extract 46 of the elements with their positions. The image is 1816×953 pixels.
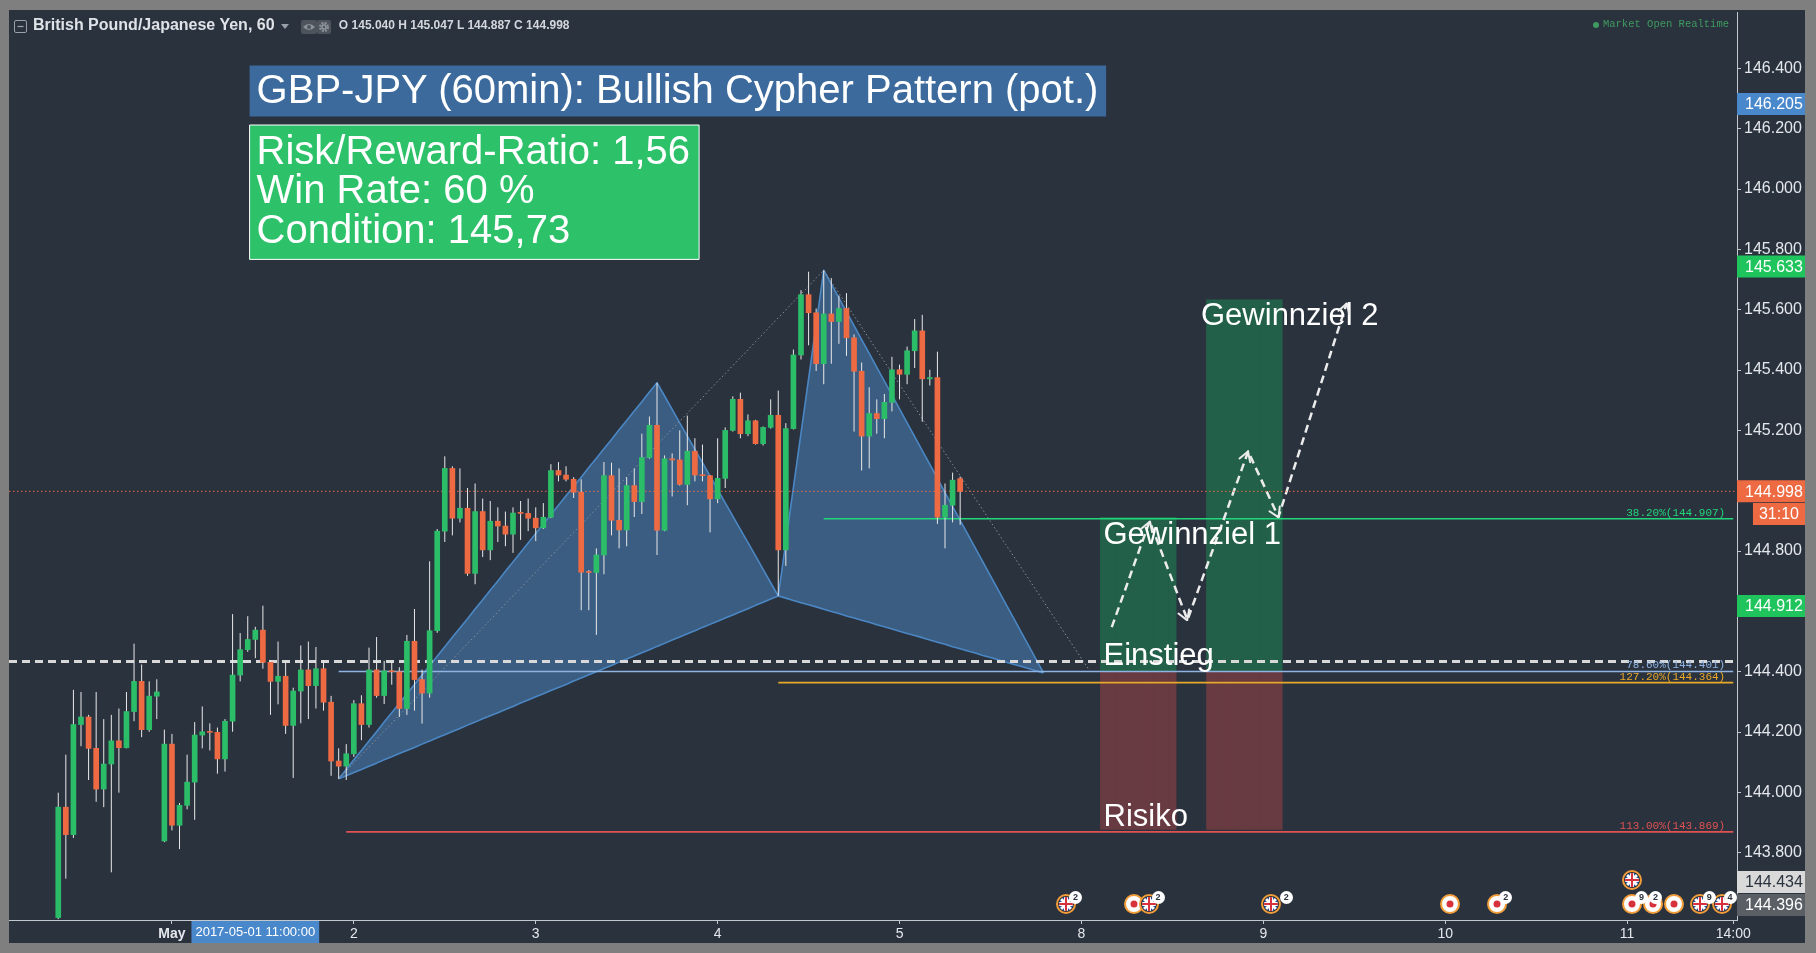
y-tick-label: 145.600 bbox=[1744, 300, 1802, 318]
annotation: 2 bbox=[1151, 891, 1165, 905]
text: 144.396 bbox=[1745, 896, 1803, 914]
annotation: Market Open Realtime bbox=[1602, 18, 1729, 31]
x-tick-label: 14:00 bbox=[1715, 925, 1751, 942]
annotation: O 145.040 H 145.047 L 144.887 C 144.998 bbox=[338, 18, 570, 33]
y-tick-label: 144.200 bbox=[1744, 722, 1802, 740]
x-tick-label: 2 bbox=[349, 925, 358, 942]
y-tick-label: 144.800 bbox=[1744, 541, 1802, 559]
y-tick-label: 144.400 bbox=[1744, 662, 1802, 680]
annotation: 2 bbox=[1499, 891, 1513, 905]
y-tick-label: 145.400 bbox=[1744, 360, 1802, 378]
series-label: 127.20%(144.364) bbox=[1619, 670, 1726, 683]
annotation: 9 bbox=[1702, 891, 1716, 905]
x-tick-label: 8 bbox=[1077, 925, 1086, 942]
series-label: 38.20%(144.907) bbox=[1626, 506, 1726, 519]
x-tick-label: 4 bbox=[713, 925, 722, 942]
x-tick-label: 10 bbox=[1437, 925, 1454, 942]
text: 145.633 bbox=[1745, 257, 1803, 275]
y-tick-label: 146.000 bbox=[1744, 179, 1802, 197]
x-tick-label: 9 bbox=[1259, 925, 1268, 942]
annotation: 2 bbox=[1279, 891, 1293, 905]
text: 144.434 bbox=[1745, 873, 1803, 891]
x-tick-label: 3 bbox=[531, 925, 540, 942]
text: 144.912 bbox=[1745, 597, 1803, 615]
y-tick-label: 145.200 bbox=[1744, 420, 1802, 438]
annotation: 2 bbox=[1649, 891, 1662, 905]
x-tick-label: May bbox=[158, 925, 186, 942]
text: 31:10 bbox=[1758, 505, 1800, 523]
y-tick-label: 146.400 bbox=[1744, 58, 1802, 76]
ref-line-label: 144.998 bbox=[1745, 482, 1803, 500]
text: 146.205 bbox=[1745, 95, 1803, 113]
series-label: 78.60%(144.401) bbox=[1626, 659, 1726, 672]
annotation: 9 bbox=[1634, 891, 1648, 905]
chart-subtitle: British Pound/Japanese Yen, 60 bbox=[33, 16, 275, 34]
y-tick-label: 144.000 bbox=[1744, 782, 1802, 800]
y-tick-label: 146.200 bbox=[1744, 119, 1802, 137]
annotation: 2 bbox=[1068, 891, 1082, 905]
x-tick-label: 5 bbox=[895, 925, 904, 942]
annotation: 4 bbox=[1723, 891, 1737, 905]
text: 2017-05-01 11:00:00 bbox=[195, 924, 316, 940]
text: GBP-JPY (60min): Bullish Cypher Pattern (pot.) bbox=[256, 67, 1099, 112]
series-label: 113.00%(143.869) bbox=[1619, 819, 1726, 832]
y-tick-label: 145.800 bbox=[1744, 239, 1802, 257]
y-tick-label: 143.800 bbox=[1744, 843, 1802, 861]
x-tick-label: 11 bbox=[1619, 925, 1635, 942]
